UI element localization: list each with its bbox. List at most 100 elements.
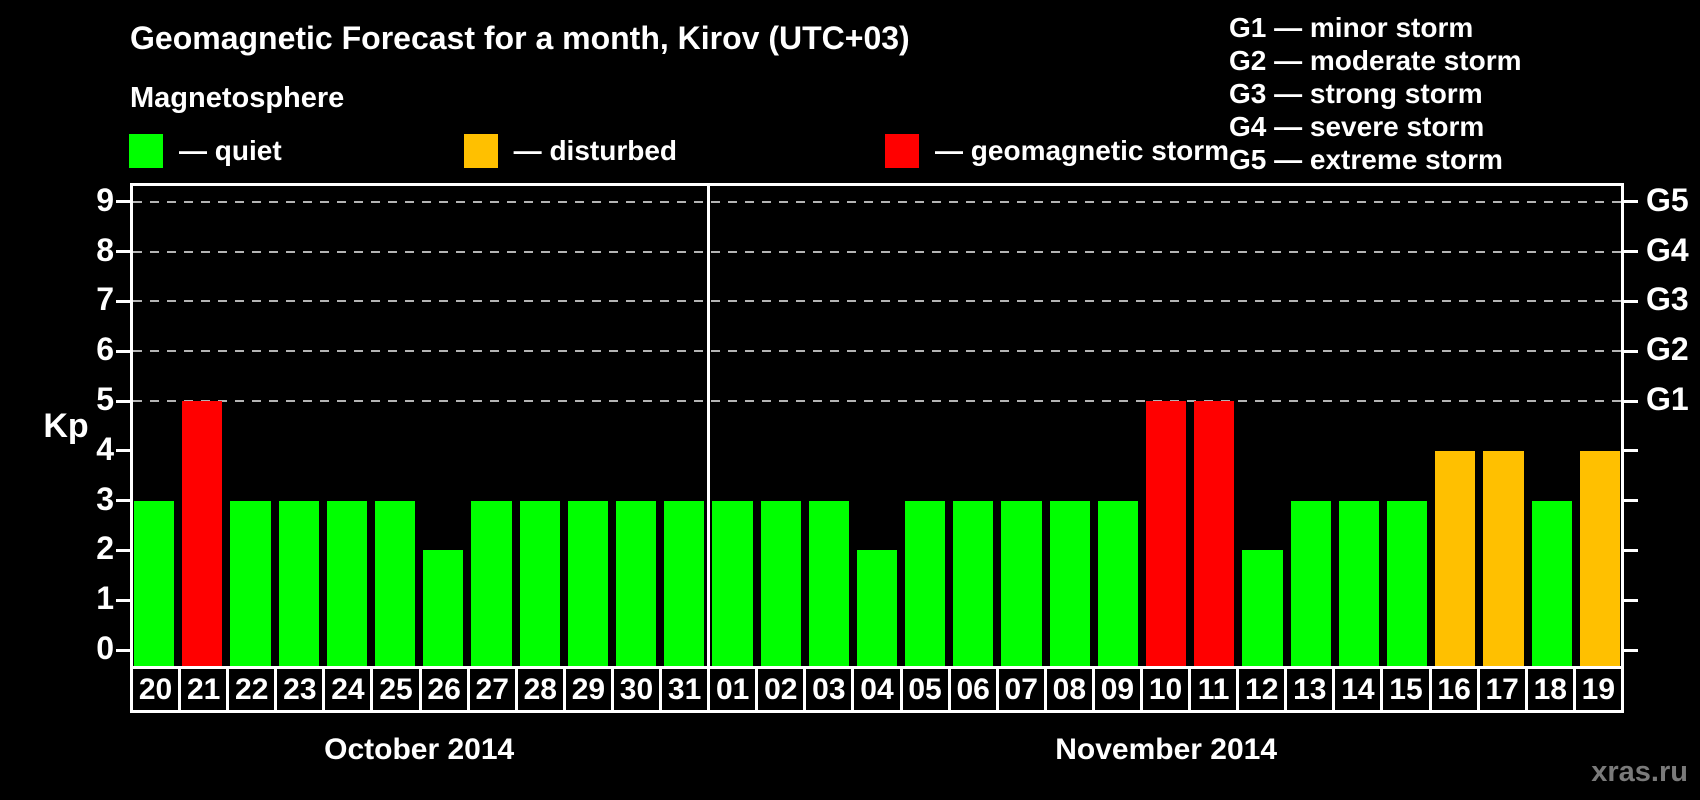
date-label: 17 — [1476, 669, 1525, 710]
legend-item-quiet: — quiet — [129, 134, 282, 168]
date-label: 04 — [851, 669, 899, 710]
date-label: 21 — [178, 669, 226, 710]
kp-bar-october-27 — [471, 500, 512, 666]
date-label: 26 — [418, 669, 467, 710]
date-label: 07 — [995, 669, 1044, 710]
kp-bar-october-21 — [182, 401, 223, 666]
kp-bar-november-07 — [1001, 500, 1042, 666]
kp-bar-november-10 — [1146, 401, 1187, 666]
right-tick-kp4 — [1624, 449, 1638, 453]
kp-bar-november-17 — [1483, 450, 1524, 666]
left-tick-kp6 — [116, 349, 130, 353]
left-tick-kp1 — [116, 598, 130, 602]
date-label: 30 — [610, 669, 659, 710]
date-label: 14 — [1332, 669, 1380, 710]
ytick-label-4: 4 — [96, 430, 114, 467]
plot-border-right — [1621, 183, 1624, 666]
kp-bar-november-19 — [1579, 450, 1620, 666]
kp-bar-october-29 — [567, 500, 608, 666]
kp-bar-november-11 — [1194, 401, 1235, 666]
legend-item-disturbed: — disturbed — [463, 134, 678, 168]
g-legend-line-2: G2 — moderate storm — [1229, 45, 1522, 76]
date-label: 01 — [707, 669, 755, 710]
date-label: 03 — [803, 669, 851, 710]
ytick-label-7: 7 — [96, 281, 114, 318]
kp-bar-november-03 — [808, 500, 849, 666]
g-scale-legend: G1 — minor storm G2 — moderate storm G3 — … — [1229, 11, 1522, 176]
legend-item-storm: — geomagnetic storm — [885, 134, 1229, 168]
right-tick-kp0 — [1624, 648, 1638, 652]
date-label: 12 — [1236, 669, 1284, 710]
kp-bar-october-20 — [134, 500, 175, 666]
g-axis-label-g2: G2 — [1646, 331, 1689, 368]
left-tick-kp4 — [116, 449, 130, 453]
left-tick-kp0 — [116, 648, 130, 652]
month-label-november: November 2014 — [1055, 733, 1278, 766]
magnetosphere-subtitle: Magnetosphere — [130, 82, 345, 114]
date-label: 09 — [1091, 669, 1140, 710]
date-axis-row: 20 21 22 23 24 25 26 27 28 29 30 31 01 02 03 04 05 06 07 08… — [130, 666, 1624, 713]
legend-label-quiet: — quiet — [179, 135, 282, 166]
kp-bar-november-06 — [953, 500, 994, 666]
right-tick-kp6 — [1624, 349, 1638, 353]
kp-bar-october-22 — [230, 500, 271, 666]
kp-axis-title: Kp — [43, 407, 89, 445]
date-label: 13 — [1284, 669, 1332, 710]
left-tick-kp7 — [116, 299, 130, 303]
left-tick-kp2 — [116, 548, 130, 552]
kp-bar-november-09 — [1097, 500, 1139, 666]
right-tick-kp8 — [1624, 250, 1638, 254]
grid-line-kp5 — [133, 400, 1621, 402]
kp-bar-november-04 — [856, 550, 898, 666]
left-tick-kp3 — [116, 499, 130, 503]
date-label: 02 — [755, 669, 803, 710]
ytick-label-8: 8 — [96, 231, 114, 268]
quiet-swatch — [129, 134, 163, 168]
grid-line-kp8 — [133, 250, 1621, 253]
date-label: 29 — [562, 669, 611, 710]
kp-bar-october-25 — [374, 500, 416, 666]
g-axis-label-g3: G3 — [1646, 281, 1689, 318]
kp-bar-november-15 — [1387, 500, 1428, 666]
right-tick-kp1 — [1624, 598, 1638, 602]
chart-title: Geomagnetic Forecast for a month, Kirov … — [130, 20, 910, 56]
state-legend: — quiet — disturbed — geomagnetic storm — [129, 133, 1229, 169]
date-label: 15 — [1380, 669, 1428, 710]
right-tick-kp7 — [1624, 299, 1638, 303]
right-tick-kp5 — [1624, 399, 1638, 403]
g-legend-line-3: G3 — strong storm — [1229, 78, 1483, 109]
kp-bar-november-14 — [1338, 500, 1380, 666]
kp-bar-october-30 — [615, 500, 657, 666]
date-label: 18 — [1524, 669, 1573, 710]
date-label: 10 — [1139, 669, 1188, 710]
kp-bar-october-28 — [519, 500, 560, 666]
g-legend-line-1: G1 — minor storm — [1229, 12, 1474, 43]
ytick-label-0: 0 — [96, 630, 114, 666]
storm-swatch — [885, 134, 920, 168]
g-legend-line-4: G4 — severe storm — [1229, 111, 1485, 142]
xras-watermark: xras.ru — [1591, 756, 1688, 788]
left-tick-kp5 — [116, 399, 130, 403]
date-label: 16 — [1428, 669, 1477, 710]
date-label: 11 — [1188, 669, 1236, 710]
right-tick-kp9 — [1624, 200, 1638, 204]
kp-bar-october-26 — [423, 550, 464, 666]
date-label: 06 — [947, 669, 996, 710]
date-label: 20 — [138, 672, 173, 706]
date-label: 23 — [274, 669, 322, 710]
date-label: 08 — [1043, 669, 1092, 710]
ytick-label-3: 3 — [96, 480, 114, 517]
kp-bar-november-05 — [905, 500, 946, 666]
kp-bar-november-18 — [1531, 500, 1572, 666]
date-label: 24 — [322, 669, 370, 710]
left-tick-kp8 — [116, 250, 130, 254]
grid-line-kp9 — [133, 200, 1621, 203]
plot-border-left — [130, 183, 133, 666]
grid-line-kp7 — [133, 300, 1621, 303]
ytick-label-5: 5 — [96, 381, 114, 417]
kp-bar-november-12 — [1242, 550, 1283, 666]
grid-line-kp6 — [133, 350, 1621, 353]
ytick-label-2: 2 — [96, 530, 114, 567]
legend-label-disturbed: — disturbed — [513, 135, 678, 166]
